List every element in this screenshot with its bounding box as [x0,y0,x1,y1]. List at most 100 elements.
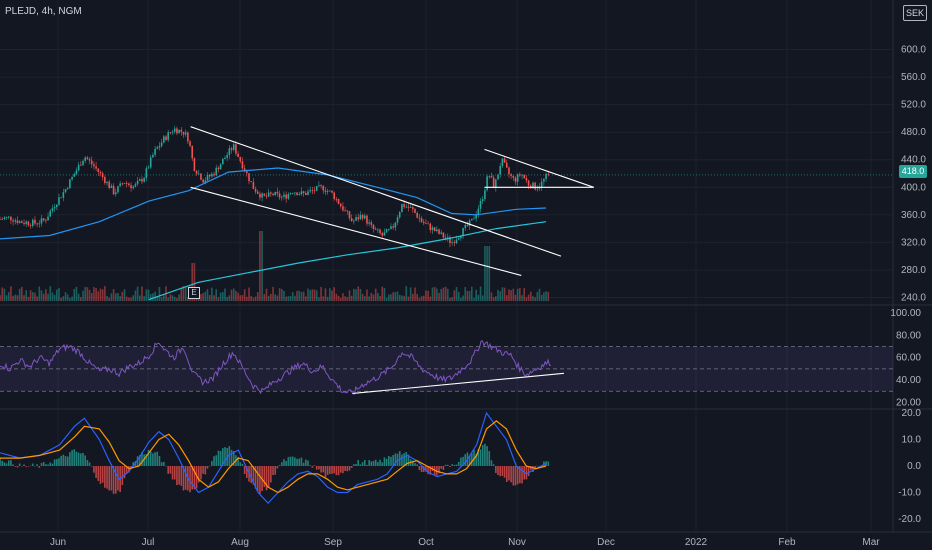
price-axis-label: 240.0 [901,292,926,303]
candle-body [353,220,355,222]
candle-body [208,174,211,177]
candle-body [427,223,429,225]
candle-body [329,190,331,192]
candle-body [462,227,464,237]
volume-bar [45,289,47,301]
moving-average-line [0,167,547,240]
candle-body [152,154,154,158]
candle-body [394,222,397,228]
macd-histogram-bar [193,466,196,490]
macd-histogram-bar [405,451,408,466]
macd-histogram-bar [427,466,429,475]
volume-bar [95,288,97,301]
volume-bar [12,295,14,301]
macd-histogram-bar [182,466,185,491]
macd-histogram-bar [309,465,311,466]
candle-body [331,190,333,193]
macd-histogram-bar [18,463,21,466]
candle-body [241,161,244,169]
volume-bar [167,297,169,301]
macd-histogram-bar [90,466,93,467]
earnings-marker[interactable]: E [188,287,200,299]
volume-bar [283,290,285,301]
candle-body [396,217,399,223]
macd-histogram-bar [532,466,534,472]
candle-body [464,225,467,228]
candle-body [252,182,255,189]
volume-bar [429,296,432,301]
candle-body [285,194,287,199]
trendline [190,186,522,276]
volume-bar [532,296,534,301]
candle-body [10,216,12,221]
candle-body [110,185,113,188]
volume-bar [305,296,307,301]
macd-histogram-bar [442,466,445,470]
candle-body [145,168,148,179]
macd-histogram-bar [407,454,410,466]
candle-body [14,220,17,222]
candle-body [523,174,526,179]
volume-bar [479,286,482,301]
price-axis-label: 480.0 [901,127,926,138]
candle-body [191,145,194,159]
macd-histogram-bar [503,466,506,478]
symbol-title[interactable]: PLEJD, 4h, NGM [5,6,82,17]
candle-body [64,189,67,193]
volume-bar [307,288,309,301]
volume-bar [18,288,21,301]
macd-histogram-bar [359,464,362,466]
macd-histogram-bar [392,454,394,466]
macd-histogram-bar [346,466,349,472]
candle-body [136,180,139,185]
volume-bar [359,288,362,301]
volume-bar [363,296,366,301]
macd-histogram-bar [12,464,14,466]
volume-bar [235,290,237,301]
candle-body [503,158,506,163]
volume-bar [1,287,3,301]
candle-body [366,215,368,224]
candle-body [536,188,539,190]
candle-body [276,191,279,194]
macd-histogram-bar [366,464,368,466]
volume-bar [396,291,399,301]
macd-histogram-bar [285,460,287,466]
macd-histogram-bar [495,466,497,473]
volume-bar [464,287,467,301]
rsi-pane [0,340,893,395]
macd-histogram-bar [486,446,488,466]
volume-bar [414,287,416,301]
time-axis-label: Jul [142,537,155,548]
currency-badge[interactable]: SEK [903,5,927,21]
macd-histogram-bar [344,466,346,471]
macd-histogram-bar [446,464,449,466]
macd-histogram-bar [278,465,281,466]
candle-body [311,190,314,191]
macd-histogram-bar [534,466,536,469]
volume-bar [405,286,408,301]
macd-histogram-bar [58,458,60,466]
macd-histogram-bar [215,455,218,466]
candle-body [169,132,172,134]
candle-body [401,204,403,213]
candle-body [232,144,235,150]
volume-bar [243,289,246,301]
volume-bar [25,290,28,301]
macd-histogram-bar [176,466,178,486]
candle-body [95,166,97,169]
volume-bar [545,291,547,301]
candle-body [204,180,207,183]
macd-histogram-bar [53,459,56,466]
macd-histogram-bar [377,462,379,466]
volume-bar [471,286,473,301]
macd-histogram-bar [547,461,550,466]
macd-histogram-bar [200,466,202,480]
candle-body [77,164,80,171]
candle-body [82,160,84,166]
macd-histogram-bar [34,465,36,467]
volume-bar [173,296,176,301]
candle-body [302,191,305,193]
candle-body [224,157,226,160]
